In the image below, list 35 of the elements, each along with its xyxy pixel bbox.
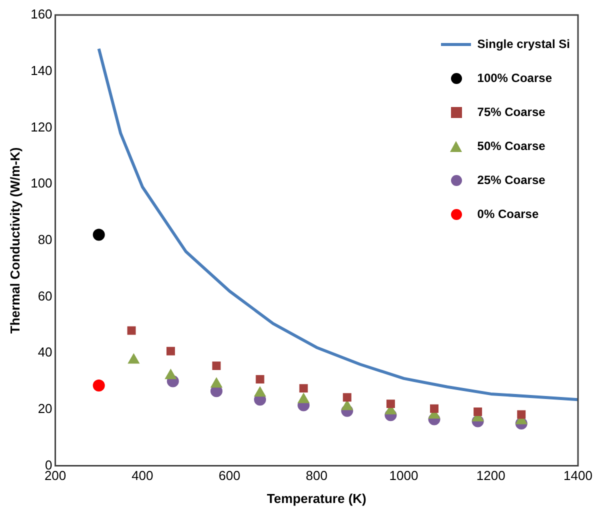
legend-label: 100% Coarse — [477, 71, 552, 85]
point — [166, 346, 175, 356]
point — [127, 326, 136, 335]
y-tick-label: 20 — [38, 401, 52, 416]
point — [92, 380, 105, 392]
x-axis-title: Temperature (K) — [266, 490, 366, 506]
y-tick-label: 140 — [30, 62, 52, 78]
y-tick-label: 0 — [45, 457, 52, 472]
point — [342, 393, 352, 402]
legend-label: Single crystal Si — [477, 37, 570, 51]
x-tick-label: 600 — [218, 468, 240, 484]
legend-label: 75% Coarse — [477, 105, 546, 119]
legend-label: 50% Coarse — [477, 139, 546, 153]
legend-label: 25% Coarse — [477, 173, 546, 187]
x-tick-label: 400 — [132, 468, 154, 484]
point — [92, 228, 105, 241]
x-tick-label: 1400 — [564, 468, 592, 484]
y-axis-title: Thermal Conductivity (W/m-K) — [7, 147, 22, 334]
y-tick-label: 160 — [30, 6, 52, 22]
point — [212, 362, 221, 370]
y-tick-label: 100 — [30, 176, 52, 191]
legend-label: 0% Coarse — [477, 207, 539, 221]
point — [299, 384, 308, 393]
x-tick-label: 1000 — [389, 468, 418, 484]
point — [256, 375, 264, 384]
x-tick-label: 1200 — [476, 468, 506, 484]
point — [474, 407, 482, 416]
point — [430, 404, 438, 413]
y-tick-label: 40 — [38, 344, 52, 360]
point — [386, 400, 395, 408]
x-tick-label: 800 — [306, 468, 328, 484]
y-tick-label: 120 — [30, 119, 52, 134]
y-tick-label: 60 — [38, 288, 52, 304]
point — [517, 410, 526, 419]
y-tick-label: 80 — [38, 232, 52, 247]
